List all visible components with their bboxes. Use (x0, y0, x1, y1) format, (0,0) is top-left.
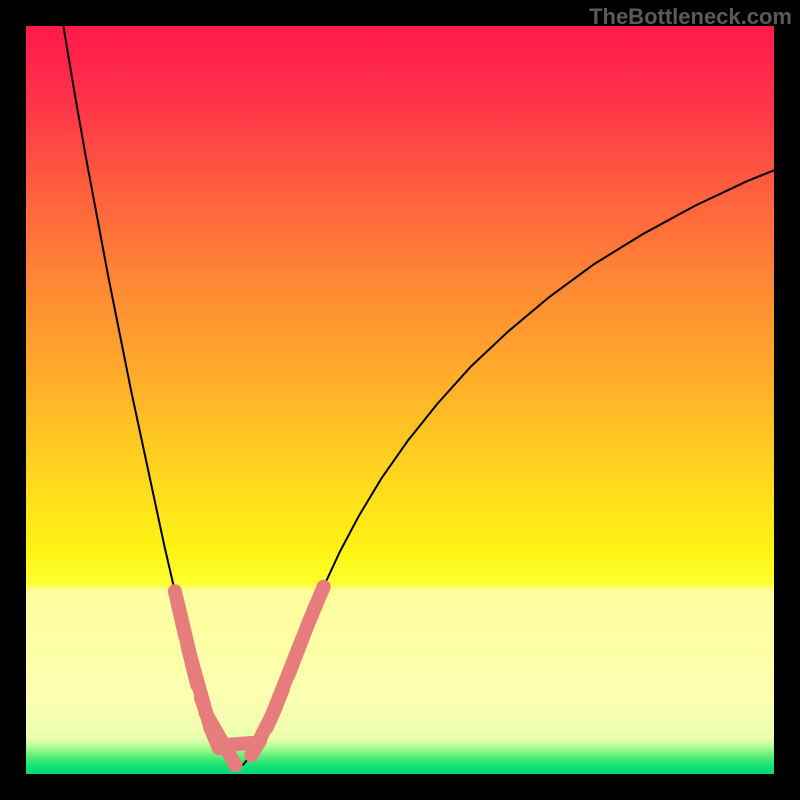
chart-plot-area (26, 26, 774, 774)
watermark-label: TheBottleneck.com (589, 4, 792, 30)
chart-background (26, 26, 774, 774)
curve-marker (315, 587, 324, 608)
chart-svg (26, 26, 774, 774)
